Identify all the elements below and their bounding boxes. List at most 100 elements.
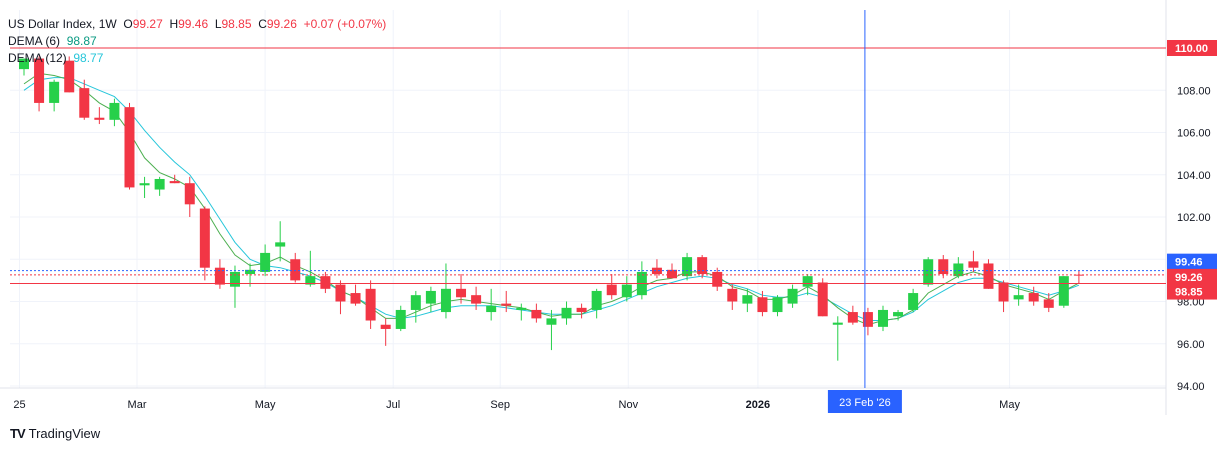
candle-body	[968, 261, 979, 268]
candle	[34, 56, 45, 112]
candle-body	[802, 276, 813, 287]
candle-body	[410, 295, 421, 310]
candle	[636, 261, 647, 300]
candle	[727, 284, 738, 310]
candle	[199, 206, 210, 281]
candle	[742, 288, 753, 313]
candle	[335, 280, 346, 315]
dema-6-line	[23, 72, 1080, 326]
candle-body	[742, 295, 753, 304]
candle-body	[34, 58, 45, 103]
x-tick-label: Jul	[386, 399, 400, 411]
candle-body	[983, 263, 994, 289]
brand-name: TradingView	[28, 426, 101, 441]
candle-body	[395, 309, 406, 329]
candle-body	[19, 58, 29, 70]
candle	[531, 303, 542, 323]
candle-body	[229, 271, 240, 287]
candle	[682, 252, 693, 281]
candle	[968, 250, 979, 272]
candle	[1013, 284, 1024, 306]
candle	[109, 98, 120, 127]
candle-body	[471, 295, 482, 304]
x-tick-label: 25	[13, 399, 25, 411]
crosshair: 23 Feb '26	[827, 10, 902, 413]
dema6-value: 98.87	[66, 34, 97, 48]
dema-6-layer	[23, 72, 1080, 326]
candle-body	[124, 107, 135, 188]
candle	[832, 316, 843, 361]
candle-body	[787, 288, 798, 304]
candle	[847, 305, 858, 325]
symbol-name[interactable]: US Dollar Index	[8, 17, 93, 31]
legend-dema12-row[interactable]: DEMA (12) 98.77	[8, 50, 386, 67]
candle-body	[712, 271, 723, 287]
candle	[425, 286, 436, 313]
candle-body	[998, 282, 1009, 302]
candle	[486, 288, 497, 321]
candle-body	[606, 284, 617, 296]
candle-body	[79, 88, 90, 118]
x-tick-label: May	[999, 399, 1020, 411]
candle-body	[199, 208, 210, 268]
candles-layer	[19, 56, 1084, 361]
legend-dema6-row[interactable]: DEMA (6) 98.87	[8, 33, 386, 50]
dema12-value: 98.77	[73, 51, 104, 65]
candle-body	[49, 81, 60, 103]
x-tick-label: May	[255, 399, 276, 411]
candle-body	[1028, 293, 1039, 302]
candle	[79, 79, 90, 120]
price-lines-layer	[10, 47, 1166, 285]
price-label-99.46: 99.46	[1167, 253, 1217, 270]
candle	[154, 176, 165, 196]
candle	[516, 303, 527, 321]
candle-body	[245, 269, 256, 275]
candle	[64, 56, 75, 93]
candle-body	[139, 183, 150, 186]
candle	[591, 288, 602, 319]
candle-body	[350, 293, 361, 304]
price-axis[interactable]: 110.00108.00106.00104.00102.00100.0098.0…	[1167, 40, 1217, 393]
candle-body	[425, 290, 436, 304]
legend-ohlc-row: US Dollar Index, 1W O99.27 H99.46 L98.85…	[8, 17, 387, 31]
y-tick-label: 102.00	[1177, 212, 1211, 224]
candle-body	[561, 307, 572, 319]
open-value: 99.27	[132, 17, 163, 31]
dema-12-layer	[23, 77, 1080, 321]
candle-body	[1043, 299, 1054, 308]
candle-body	[169, 181, 180, 184]
candle	[576, 303, 587, 319]
candle	[772, 295, 783, 317]
candle	[787, 284, 798, 308]
candle-body	[260, 252, 271, 272]
candle	[184, 176, 195, 217]
time-axis[interactable]: 25 Mar May Jul Sep Nov 2026 May	[13, 399, 1020, 411]
candle	[757, 290, 768, 317]
candle-body	[591, 290, 602, 310]
candle	[320, 271, 331, 294]
candle-body	[380, 324, 391, 329]
candle	[169, 174, 180, 184]
candle-body	[184, 183, 195, 205]
price-label-box	[1167, 283, 1217, 300]
candle	[908, 288, 919, 313]
candle-body	[516, 307, 527, 310]
candle-body	[94, 117, 105, 120]
candle-body	[847, 312, 858, 323]
interval[interactable]: 1W	[98, 17, 117, 31]
candle	[651, 259, 662, 279]
candle	[862, 307, 873, 336]
y-tick-label: 94.00	[1177, 381, 1205, 393]
chart-legend: US Dollar Index, 1W O99.27 H99.46 L98.85…	[8, 16, 386, 67]
candle	[440, 263, 451, 319]
candle-body	[832, 322, 843, 325]
tradingview-brand[interactable]: TV TradingView	[10, 426, 100, 441]
candle	[94, 107, 105, 125]
y-tick-label: 108.00	[1177, 85, 1211, 97]
dema12-label: DEMA (12)	[8, 51, 67, 65]
candle	[260, 244, 271, 277]
candle-body	[290, 259, 301, 281]
candle-body	[651, 267, 662, 275]
dema6-label: DEMA (6)	[8, 34, 61, 48]
